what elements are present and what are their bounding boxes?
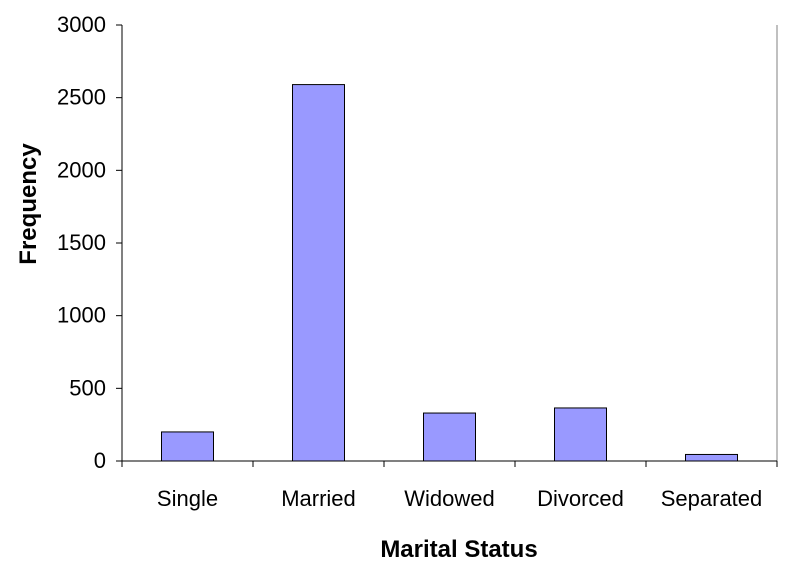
x-tick-label: Married xyxy=(281,486,356,511)
y-axis-title: Frequency xyxy=(15,143,42,265)
x-tick-label: Single xyxy=(157,486,218,511)
y-axis: 0 500 1000 1500 2000 2500 3000 xyxy=(57,12,123,473)
y-tick-label: 2000 xyxy=(57,157,106,182)
y-tick-label: 3000 xyxy=(57,12,106,37)
bar-widowed xyxy=(423,412,476,462)
y-tick-label: 1500 xyxy=(57,230,106,255)
y-tick-label: 1000 xyxy=(57,303,106,328)
y-tick-label: 2500 xyxy=(57,85,106,110)
bar-divorced xyxy=(554,407,607,462)
plot-area xyxy=(121,25,778,462)
bar-separated xyxy=(685,453,738,462)
plot-frame xyxy=(121,25,778,462)
x-axis-title: Marital Status xyxy=(380,536,537,563)
y-tick-label: 0 xyxy=(94,448,106,473)
x-axis: Single Married Widowed Divorced Separated xyxy=(121,460,778,511)
x-tick-label: Separated xyxy=(661,486,763,511)
x-tick-label: Widowed xyxy=(404,486,494,511)
bar-married xyxy=(292,84,345,462)
bars xyxy=(161,84,738,462)
x-tick-label: Divorced xyxy=(537,486,624,511)
y-tick-label: 500 xyxy=(69,375,106,400)
bar-single xyxy=(161,431,214,462)
